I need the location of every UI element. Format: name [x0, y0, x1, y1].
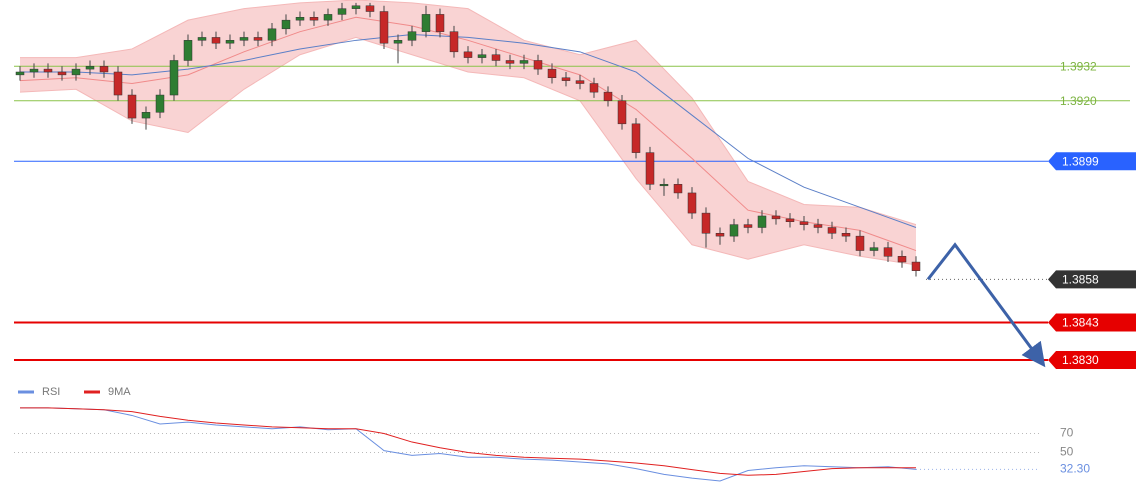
candle-body	[477, 54, 487, 58]
candle-body	[141, 112, 151, 119]
candle-body	[295, 17, 305, 21]
candle-body	[561, 77, 571, 81]
level-label: 1.3932	[1060, 59, 1097, 73]
rsi-line	[20, 407, 916, 476]
candle-body	[449, 31, 459, 53]
rsi-tick-label: 50	[1060, 445, 1074, 459]
candle-body	[379, 11, 389, 44]
level-label: 1.3899	[1062, 154, 1099, 168]
candle-body	[463, 51, 473, 58]
candle-body	[491, 54, 501, 61]
candle-body	[911, 261, 921, 271]
candle-body	[169, 60, 179, 96]
level-label: 1.3920	[1060, 94, 1097, 108]
candle-body	[897, 256, 907, 263]
candle-body	[435, 14, 445, 32]
candle-body	[673, 184, 683, 194]
candle-body	[813, 224, 823, 228]
candle-body	[351, 5, 361, 9]
candle-body	[883, 247, 893, 257]
candle-body	[183, 40, 193, 61]
legend-label: RSI	[42, 386, 60, 398]
candle-body	[239, 37, 249, 41]
candle-body	[617, 100, 627, 125]
candle-body	[29, 68, 39, 73]
moving-average	[19, 16, 917, 252]
candle-body	[827, 227, 837, 234]
candle-body	[841, 233, 851, 237]
candle-body	[71, 68, 81, 76]
candle-body	[757, 215, 767, 228]
candle-body	[57, 71, 67, 76]
level-label: 1.3830	[1062, 353, 1099, 367]
level-box	[1048, 313, 1136, 332]
candle-body	[421, 14, 431, 32]
rsi-line	[20, 407, 917, 482]
candle-body	[309, 17, 319, 21]
candle-body	[799, 221, 809, 225]
candle-body	[337, 8, 347, 15]
candle-body	[197, 37, 207, 41]
candle-body	[743, 224, 753, 228]
band-lower	[19, 36, 917, 266]
candle-body	[267, 28, 277, 41]
candle-body	[589, 83, 599, 93]
candle-body	[533, 60, 543, 70]
level-box	[1048, 350, 1136, 369]
candle-body	[253, 37, 263, 41]
candle-body	[43, 68, 53, 73]
moving-average	[20, 34, 917, 228]
candle-body	[547, 68, 557, 79]
candle-body	[127, 94, 137, 119]
candle-body	[631, 123, 641, 153]
candle-body	[393, 40, 403, 44]
candle-body	[407, 31, 417, 41]
band-upper	[20, 0, 917, 226]
candle-body	[85, 65, 95, 70]
level-box	[1048, 152, 1136, 171]
candle-body	[113, 71, 123, 96]
candle-body	[575, 80, 585, 84]
level-box	[1048, 270, 1136, 289]
candle-body	[645, 152, 655, 185]
candle-body	[715, 233, 725, 237]
candle-body	[211, 37, 221, 44]
rsi-current-label: 32.30	[1060, 461, 1090, 475]
candle-body	[323, 14, 333, 21]
candle-body	[855, 235, 865, 251]
candle-body	[687, 192, 697, 214]
candle-body	[659, 184, 669, 187]
rsi-tick-label: 70	[1060, 426, 1074, 440]
level-label: 1.3843	[1062, 316, 1099, 330]
candle-body	[519, 60, 529, 64]
level-label: 1.3858	[1062, 273, 1099, 287]
candle-body	[365, 5, 375, 12]
candle-body	[155, 94, 165, 113]
candle-body	[771, 215, 781, 220]
candle-body	[869, 247, 879, 251]
candle-body	[785, 218, 795, 222]
candle-body	[281, 19, 291, 30]
candle-body	[701, 212, 711, 234]
forecast-arrow	[926, 242, 1046, 368]
candle-body	[505, 60, 515, 64]
candle-body	[99, 65, 109, 73]
candle-body	[603, 91, 613, 102]
legend-label: 9MA	[108, 386, 131, 398]
candle-body	[225, 40, 235, 44]
candle-body	[729, 224, 739, 237]
band-fill	[20, 0, 916, 265]
candle-body	[15, 71, 25, 76]
